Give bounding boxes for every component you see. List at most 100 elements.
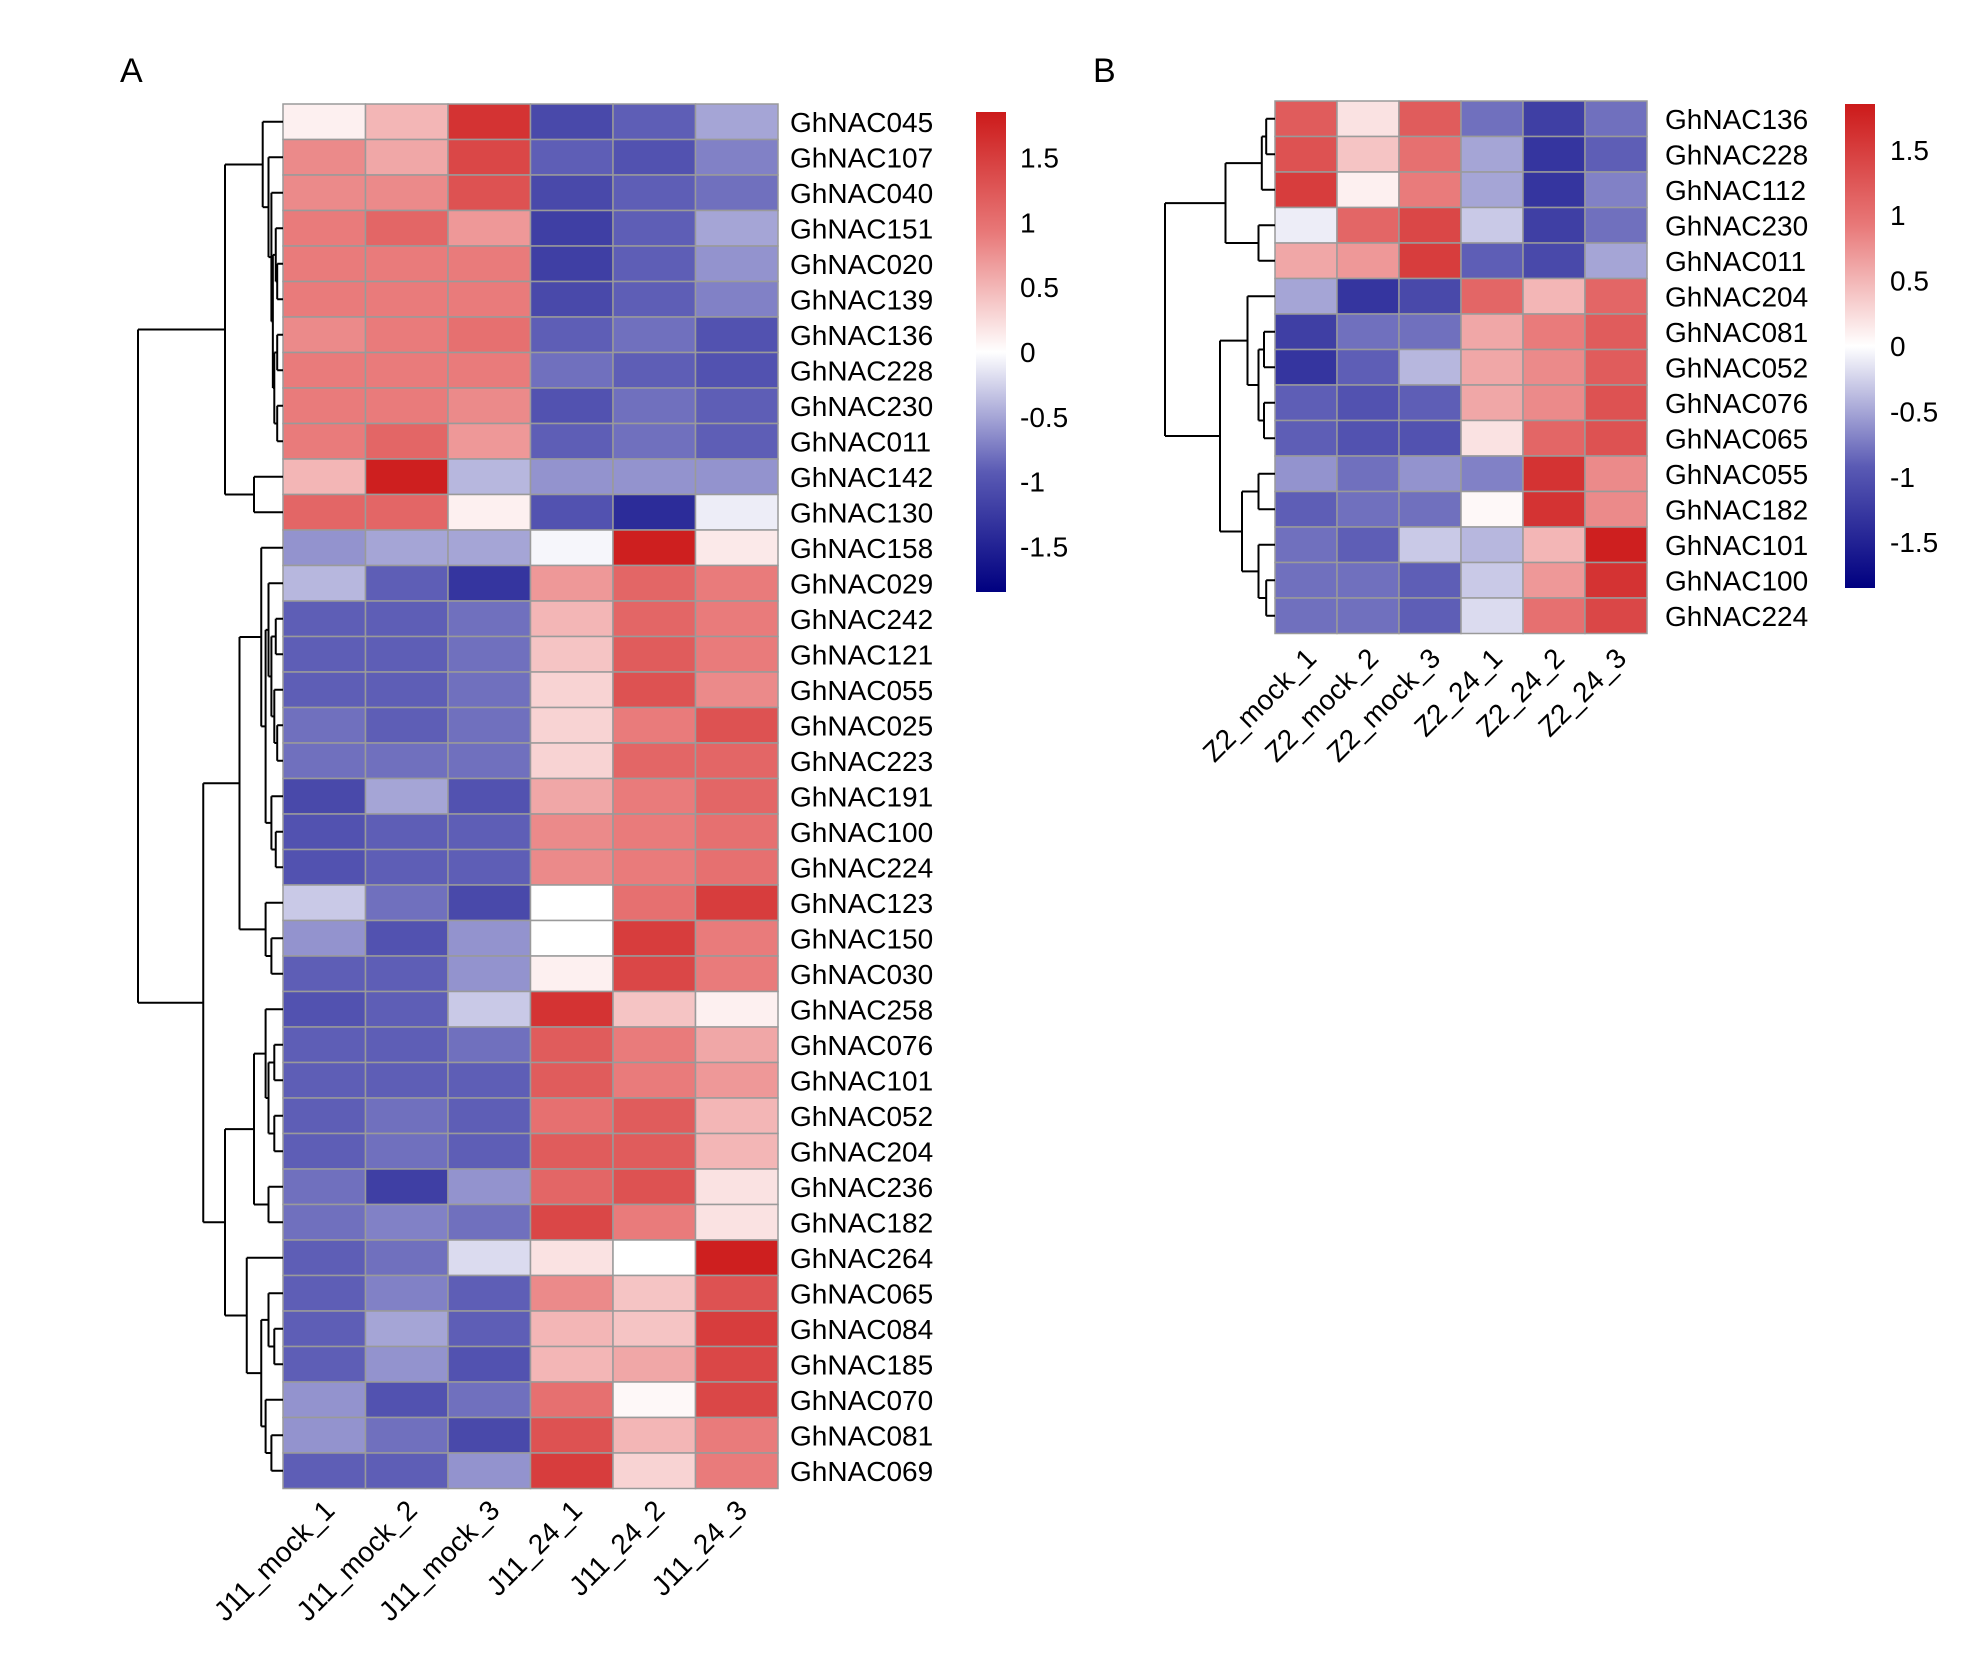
row-label-a-ghnac230: GhNAC230 (790, 391, 933, 422)
heatmap-a-cell-ghnac242-5 (612, 600, 697, 638)
heatmap-a-cell-ghnac020-6 (694, 245, 779, 283)
heatmap-a-cell-ghnac025-1 (282, 706, 367, 744)
heatmap-a-cell-ghnac107-6 (694, 138, 779, 176)
heatmap-b-cell-ghnac100-1 (1274, 561, 1338, 599)
heatmap-a-cell-ghnac065-1 (282, 1274, 367, 1312)
heatmap-a-cell-ghnac052-1 (282, 1097, 367, 1135)
heatmap-a-cell-ghnac070-3 (447, 1381, 532, 1419)
heatmap-a-cell-ghnac223-2 (364, 742, 449, 780)
row-label-a-ghnac224: GhNAC224 (790, 852, 933, 883)
heatmap-a-cell-ghnac025-5 (612, 706, 697, 744)
heatmap-a-cell-ghnac101-6 (694, 1061, 779, 1099)
heatmap-a-cell-ghnac151-3 (447, 209, 532, 247)
heatmap-b-cell-ghnac228-1 (1274, 135, 1338, 173)
row-label-a-ghnac020: GhNAC020 (790, 249, 933, 280)
heatmap-b-cell-ghnac230-2 (1336, 206, 1400, 244)
heatmap-a-cell-ghnac264-1 (282, 1239, 367, 1277)
heatmap-a-cell-ghnac011-4 (529, 422, 614, 460)
row-label-a-ghnac069: GhNAC069 (790, 1456, 933, 1487)
heatmap-a-cell-ghnac258-1 (282, 990, 367, 1028)
heatmap-a-cell-ghnac236-1 (282, 1168, 367, 1206)
heatmap-a-cell-ghnac139-3 (447, 280, 532, 318)
heatmap-a-cell-ghnac158-2 (364, 529, 449, 567)
heatmap-a-cell-ghnac224-6 (694, 848, 779, 886)
heatmap-b-cell-ghnac112-4 (1460, 171, 1524, 209)
heatmap-a-cell-ghnac084-5 (612, 1310, 697, 1348)
heatmap-b-cell-ghnac204-3 (1398, 277, 1462, 315)
heatmap-b-cell-ghnac065-1 (1274, 419, 1338, 457)
heatmap-b-cell-ghnac011-3 (1398, 242, 1462, 280)
heatmap-a-cell-ghnac223-3 (447, 742, 532, 780)
heatmap-a-cell-ghnac191-2 (364, 777, 449, 815)
heatmap-a-cell-ghnac030-3 (447, 955, 532, 993)
heatmap-b-cell-ghnac065-3 (1398, 419, 1462, 457)
colorbar-a-tick: 0 (1020, 337, 1036, 368)
heatmap-a-cell-ghnac130-1 (282, 493, 367, 531)
heatmap-a-cell-ghnac123-2 (364, 884, 449, 922)
heatmap-a-cell-ghnac182-1 (282, 1203, 367, 1241)
heatmap-b-cell-ghnac224-3 (1398, 597, 1462, 635)
heatmap-a-cell-ghnac185-5 (612, 1345, 697, 1383)
heatmap-a-cell-ghnac040-1 (282, 174, 367, 212)
heatmap-b-cell-ghnac100-3 (1398, 561, 1462, 599)
heatmap-a-cell-ghnac025-2 (364, 706, 449, 744)
heatmap-a-cell-ghnac236-5 (612, 1168, 697, 1206)
heatmap-a-cell-ghnac011-1 (282, 422, 367, 460)
heatmap-a-cell-ghnac100-5 (612, 813, 697, 851)
heatmap-a-cell-ghnac030-4 (529, 955, 614, 993)
row-label-a-ghnac025: GhNAC025 (790, 710, 933, 741)
heatmap-a-cell-ghnac123-3 (447, 884, 532, 922)
heatmap-a-cell-ghnac151-2 (364, 209, 449, 247)
heatmap-b-cell-ghnac136-6 (1584, 100, 1648, 138)
heatmap-a-cell-ghnac076-3 (447, 1026, 532, 1064)
row-label-a-ghnac065: GhNAC065 (790, 1278, 933, 1309)
row-label-a-ghnac121: GhNAC121 (790, 639, 933, 670)
heatmap-a-cell-ghnac136-4 (529, 316, 614, 354)
heatmap-b-cell-ghnac100-2 (1336, 561, 1400, 599)
colorbar-b-tick: 1 (1890, 200, 1906, 231)
row-label-b-ghnac076: GhNAC076 (1665, 388, 1808, 419)
row-label-a-ghnac236: GhNAC236 (790, 1172, 933, 1203)
colorbar-a-tick: -0.5 (1020, 402, 1068, 433)
heatmap-a-cell-ghnac130-3 (447, 493, 532, 531)
heatmap-a-cell-ghnac084-1 (282, 1310, 367, 1348)
heatmap-a-cell-ghnac100-4 (529, 813, 614, 851)
row-label-b-ghnac081: GhNAC081 (1665, 317, 1808, 348)
heatmap-b-cell-ghnac052-5 (1522, 348, 1586, 386)
heatmap-b-cell-ghnac081-6 (1584, 313, 1648, 351)
heatmap-a-cell-ghnac070-5 (612, 1381, 697, 1419)
heatmap-b-cell-ghnac136-2 (1336, 100, 1400, 138)
heatmap-b-cell-ghnac055-4 (1460, 455, 1524, 493)
heatmap-a-cell-ghnac029-3 (447, 564, 532, 602)
row-label-a-ghnac076: GhNAC076 (790, 1030, 933, 1061)
heatmap-a-cell-ghnac139-6 (694, 280, 779, 318)
heatmap-a-cell-ghnac150-5 (612, 919, 697, 957)
heatmap-a-cell-ghnac182-3 (447, 1203, 532, 1241)
row-label-b-ghnac224: GhNAC224 (1665, 601, 1808, 632)
heatmap-a-cell-ghnac264-6 (694, 1239, 779, 1277)
heatmap-a-cell-ghnac158-6 (694, 529, 779, 567)
heatmap-a-cell-ghnac121-2 (364, 635, 449, 673)
heatmap-a-cell-ghnac045-6 (694, 103, 779, 141)
heatmap-a-cell-ghnac070-6 (694, 1381, 779, 1419)
row-label-a-ghnac258: GhNAC258 (790, 994, 933, 1025)
colorbar-a-tick: 1.5 (1020, 142, 1059, 173)
heatmap-a-cell-ghnac185-6 (694, 1345, 779, 1383)
row-label-a-ghnac223: GhNAC223 (790, 746, 933, 777)
heatmap-a-cell-ghnac182-5 (612, 1203, 697, 1241)
heatmap-b-cell-ghnac052-4 (1460, 348, 1524, 386)
row-label-a-ghnac264: GhNAC264 (790, 1243, 933, 1274)
heatmap-b-cell-ghnac101-1 (1274, 526, 1338, 564)
heatmap-b-cell-ghnac228-4 (1460, 135, 1524, 173)
heatmap-a-cell-ghnac101-3 (447, 1061, 532, 1099)
heatmap-a-cell-ghnac101-1 (282, 1061, 367, 1099)
heatmap-a-cell-ghnac182-6 (694, 1203, 779, 1241)
heatmap-b-cell-ghnac101-3 (1398, 526, 1462, 564)
heatmap-a-cell-ghnac040-3 (447, 174, 532, 212)
heatmap-a-cell-ghnac055-4 (529, 671, 614, 709)
row-label-a-ghnac107: GhNAC107 (790, 142, 933, 173)
heatmap-a-cell-ghnac185-4 (529, 1345, 614, 1383)
heatmap-a-cell-ghnac150-2 (364, 919, 449, 957)
heatmap-a-cell-ghnac230-5 (612, 387, 697, 425)
heatmap-a-cell-ghnac230-1 (282, 387, 367, 425)
